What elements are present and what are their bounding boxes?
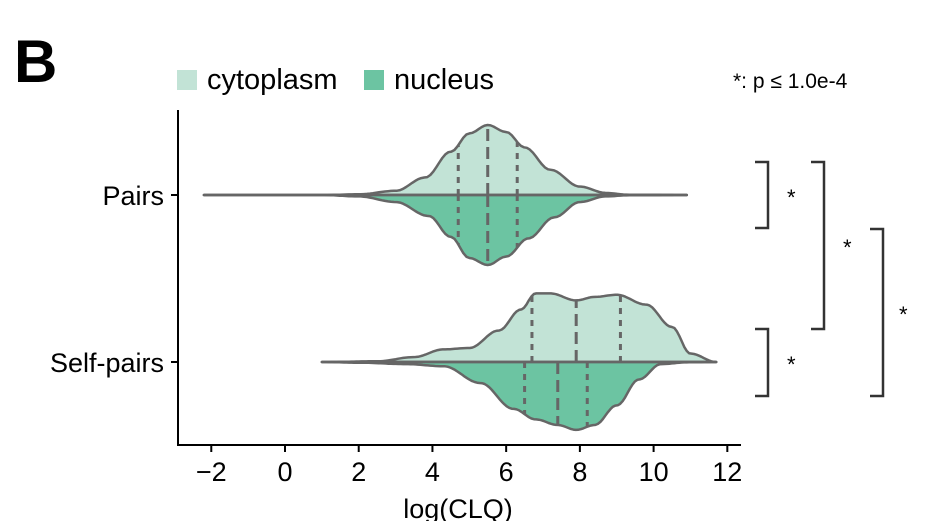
bracket-star-4: * [787, 352, 796, 377]
x-tick-label: 12 [712, 457, 742, 487]
x-tick-label: 8 [572, 457, 587, 487]
significance-note: *: p ≤ 1.0e-4 [733, 70, 848, 93]
violin-cytoplasm-self-pairs [320, 292, 718, 364]
category-label-self-pairs: Self-pairs [50, 348, 164, 378]
category-label-pairs: Pairs [102, 181, 164, 211]
violin-cytoplasm-pairs [202, 123, 689, 197]
x-axis-title: log(CLQ) [403, 494, 513, 521]
violin-nucleus-self-pairs [320, 360, 718, 432]
x-tick-label: 0 [277, 457, 292, 487]
violin-nucleus-pairs [202, 193, 689, 267]
x-ticks: −2 0 2 4 6 8 10 12 [196, 445, 742, 487]
legend-swatch-cytoplasm [177, 70, 197, 90]
bracket-star-1: * [787, 185, 796, 210]
bracket-pairs-cyto-vs-nuc [755, 160, 770, 230]
significance-brackets: * * * * [755, 160, 908, 398]
x-tick-label: 10 [639, 457, 669, 487]
x-tick-label: 2 [351, 457, 366, 487]
bracket-star-2: * [843, 235, 852, 260]
panel-letter: B [14, 28, 57, 95]
bracket-nuc-pairs-vs-self [870, 227, 885, 398]
bracket-star-3: * [899, 302, 908, 327]
bracket-cyto-pairs-vs-self [811, 160, 826, 331]
legend-swatch-nucleus [364, 70, 384, 90]
violins [202, 123, 718, 432]
x-tick-label: −2 [196, 457, 227, 487]
x-tick-label: 6 [499, 457, 514, 487]
bracket-self-cyto-vs-nuc [755, 327, 770, 398]
x-tick-label: 4 [425, 457, 440, 487]
legend-label-nucleus: nucleus [394, 64, 494, 96]
legend: cytoplasm nucleus [177, 64, 494, 96]
y-ticks: Pairs Self-pairs [50, 181, 178, 378]
legend-label-cytoplasm: cytoplasm [207, 64, 338, 96]
